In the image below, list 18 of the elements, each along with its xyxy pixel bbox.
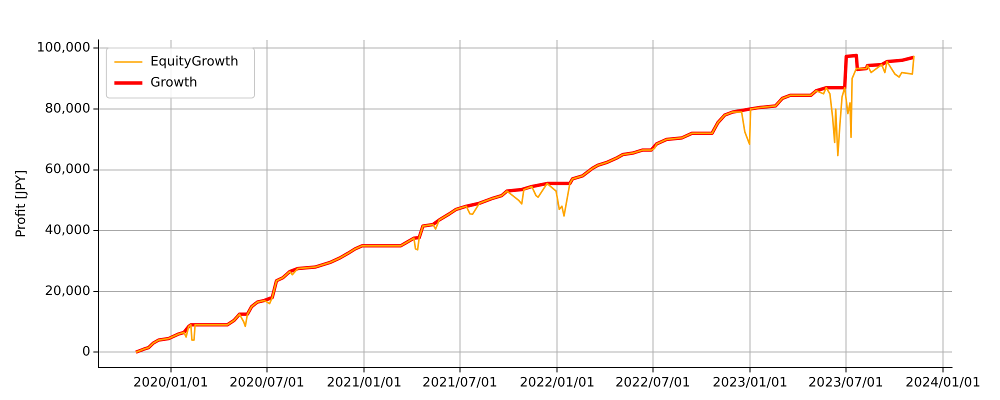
legend-label: Growth xyxy=(150,75,198,90)
x-tick-label: 2023/07/01 xyxy=(808,376,884,391)
x-tick-label: 2020/07/01 xyxy=(230,376,304,391)
x-tick-label: 2020/01/01 xyxy=(133,376,208,391)
x-tick-label: 2023/01/01 xyxy=(712,376,788,391)
y-tick-label: 40,000 xyxy=(44,222,90,238)
x-tick-label: 2021/07/01 xyxy=(422,376,498,391)
x-tick-label: 2022/07/01 xyxy=(615,376,690,391)
y-tick-label: 60,000 xyxy=(44,162,90,178)
x-tick-label: 2022/01/01 xyxy=(520,376,595,391)
y-axis-title: Profit [JPY] xyxy=(14,170,30,238)
y-tick-label: 20,000 xyxy=(44,284,90,299)
x-tick-label: 2021/01/01 xyxy=(326,376,402,391)
x-tick-label: 2024/01/01 xyxy=(906,376,980,391)
y-tick-label: 80,000 xyxy=(44,101,90,116)
y-tick-label: 100,000 xyxy=(36,40,90,56)
y-tick-label: 0 xyxy=(82,344,90,360)
legend-label: EquityGrowth xyxy=(150,54,239,70)
